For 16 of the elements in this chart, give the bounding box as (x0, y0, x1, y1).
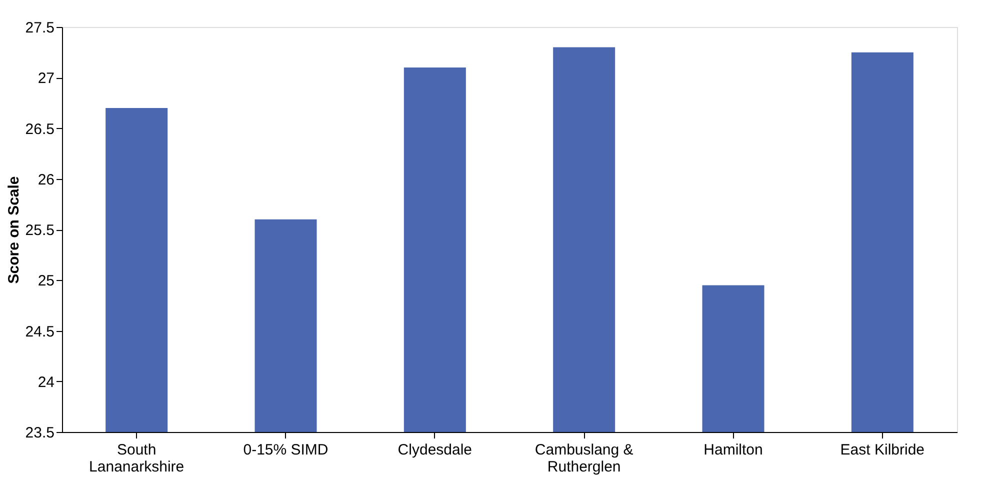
x-tick-label: South Lananarkshire (89, 442, 184, 476)
x-tick-label: East Kilbride (840, 442, 925, 458)
y-tick-label: 25.5 (25, 222, 54, 239)
y-tick-label: 26 (38, 171, 54, 188)
y-tick-label: 25 (38, 272, 54, 290)
y-axis-title: Score on Scale (5, 176, 22, 284)
y-tick-label: 24.5 (25, 323, 54, 340)
y-tick-label: 24 (38, 374, 54, 391)
y-tick-label: 23.5 (25, 424, 54, 442)
y-tick-label: 27 (38, 70, 54, 88)
x-tick-label: 0-15% SIMD (243, 442, 328, 458)
x-tick-label: Clydesdale (398, 442, 472, 458)
x-tick-label: Cambuslang & Rutherglen (534, 442, 634, 476)
x-tick-label: Hamilton (704, 442, 763, 458)
y-tick-label: 26.5 (25, 120, 54, 138)
y-tick-label: 27.5 (25, 20, 54, 36)
